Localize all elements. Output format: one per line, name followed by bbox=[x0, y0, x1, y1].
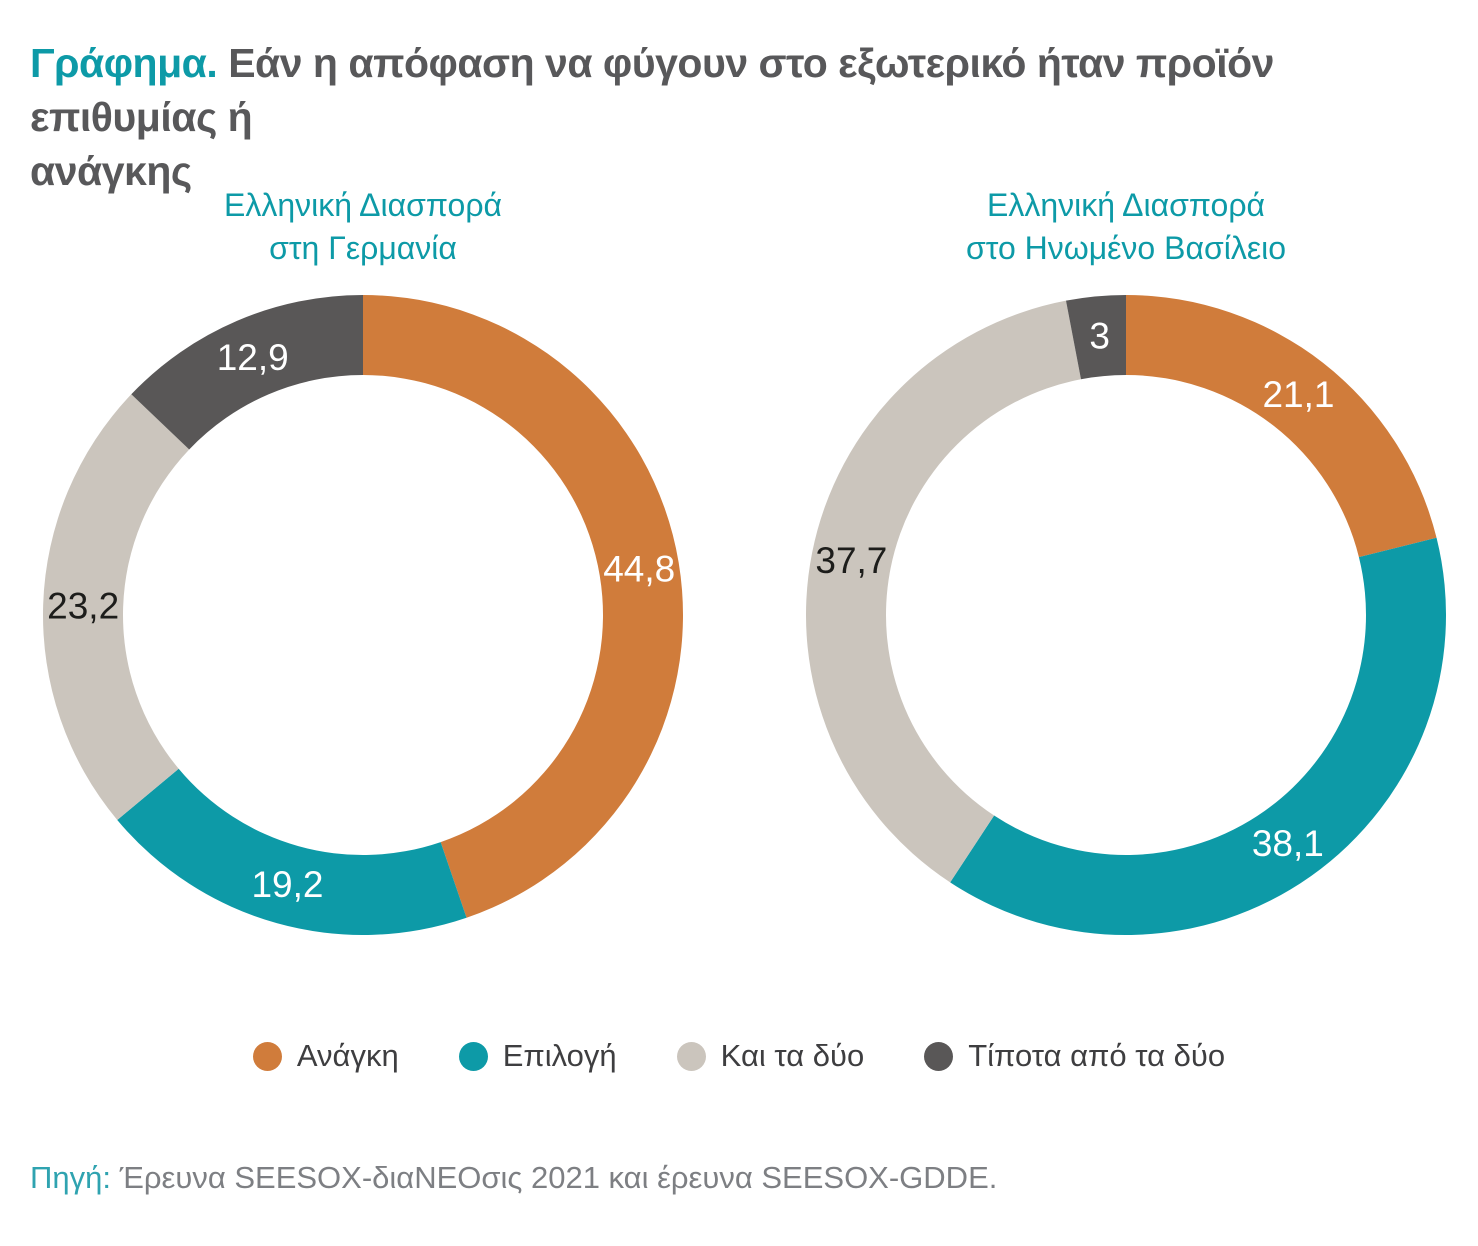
donut-value-label: 3 bbox=[1089, 316, 1110, 357]
donut-value-label: 37,7 bbox=[815, 540, 887, 581]
donut-segment-Τίποτα από τα δύο bbox=[1065, 295, 1126, 380]
donut-value-label: 23,2 bbox=[47, 585, 119, 626]
legend-swatch bbox=[924, 1041, 954, 1071]
donut-chart-uk: 21,1 38,1 37,7 3 bbox=[806, 295, 1446, 935]
chart-title-germany-line2: στη Γερμανία bbox=[269, 230, 457, 266]
donut-segment-Ανάγκη bbox=[1126, 295, 1437, 558]
figure-title: Γράφημα. Εάν η απόφαση να φύγουν στο εξω… bbox=[30, 36, 1440, 198]
chart-title-uk-line1: Ελληνική Διασπορά bbox=[986, 187, 1266, 223]
donut-value-label: 38,1 bbox=[1252, 823, 1324, 864]
chart-title-uk-line2: στο Ηνωμένο Βασίλειο bbox=[966, 230, 1286, 266]
chart-title-germany: Ελληνική Διασπορά στη Γερμανία bbox=[43, 184, 683, 270]
figure-title-line1: Εάν η απόφαση να φύγουν στο εξωτερικό ήτ… bbox=[30, 40, 1274, 140]
legend-label: Επιλογή bbox=[502, 1038, 617, 1073]
legend-label: Τίποτα από τα δύο bbox=[968, 1038, 1226, 1073]
legend-label: Και τα δύο bbox=[720, 1038, 865, 1073]
legend-item-anagki: Ανάγκη bbox=[252, 1038, 399, 1074]
figure-title-prefix: Γράφημα. bbox=[30, 40, 218, 86]
legend-item-tipota: Τίποτα από τα δύο bbox=[924, 1038, 1225, 1074]
chart-title-germany-line1: Ελληνική Διασπορά bbox=[223, 187, 503, 223]
donut-chart-germany: 44,8 19,2 23,2 12,9 bbox=[43, 295, 683, 935]
legend-swatch bbox=[676, 1041, 706, 1071]
donut-segment-Επιλογή bbox=[950, 537, 1446, 935]
donut-segment-Ανάγκη bbox=[363, 295, 683, 918]
legend: Ανάγκη Επιλογή Και τα δύο Τίποτα από τα … bbox=[0, 1038, 1478, 1074]
donut-value-label: 21,1 bbox=[1262, 374, 1334, 415]
legend-swatch bbox=[458, 1041, 488, 1071]
source-line: Πηγή: Έρευνα SEESOX-διαΝΕΟσις 2021 και έ… bbox=[30, 1160, 997, 1196]
donut-segment-Και τα δύο bbox=[806, 300, 1081, 883]
source-text: Έρευνα SEESOX-διαΝΕΟσις 2021 και έρευνα … bbox=[110, 1160, 998, 1195]
donut-value-label: 12,9 bbox=[217, 337, 289, 378]
chart-title-uk: Ελληνική Διασπορά στο Ηνωμένο Βασίλειο bbox=[806, 184, 1446, 270]
donut-value-label: 44,8 bbox=[603, 549, 675, 590]
donut-segment-Τίποτα από τα δύο bbox=[131, 295, 363, 450]
legend-label: Ανάγκη bbox=[296, 1038, 399, 1073]
legend-item-kai-ta-dyo: Και τα δύο bbox=[676, 1038, 865, 1074]
figure-title-line2: ανάγκης bbox=[30, 148, 192, 194]
donut-segment-Και τα δύο bbox=[43, 394, 190, 820]
source-prefix: Πηγή: bbox=[30, 1160, 111, 1195]
donut-segment-Επιλογή bbox=[117, 768, 467, 935]
donut-value-label: 19,2 bbox=[251, 864, 323, 905]
legend-swatch bbox=[252, 1041, 282, 1071]
legend-item-epilogi: Επιλογή bbox=[458, 1038, 617, 1074]
